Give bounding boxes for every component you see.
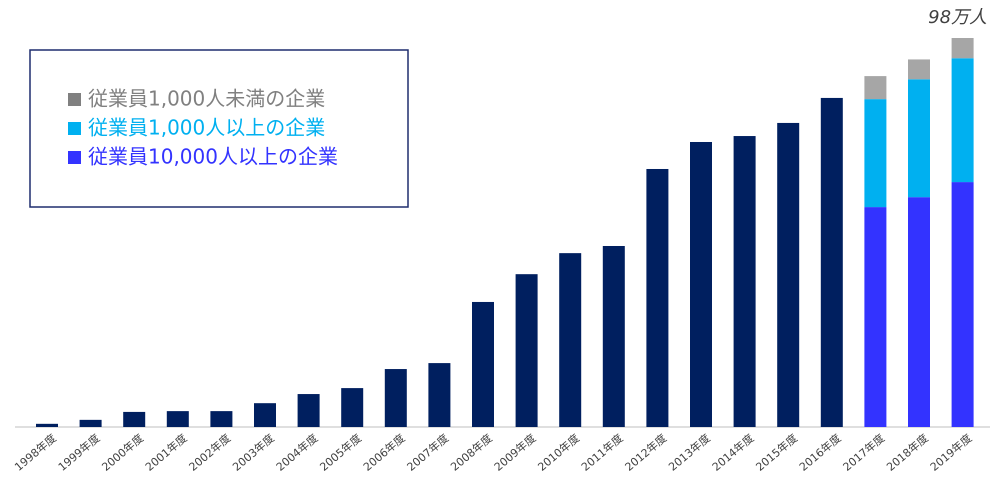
x-tick-label: 2012年度	[622, 431, 669, 474]
bar-segment	[515, 274, 538, 427]
legend-swatch	[68, 122, 81, 135]
bar-segment	[210, 411, 233, 427]
x-tick-label: 2011年度	[578, 431, 625, 474]
x-tick-label: 2007年度	[404, 431, 451, 474]
bar-segment	[602, 245, 625, 427]
bar-segment	[820, 97, 843, 428]
bar-segment	[690, 141, 712, 427]
bar-segment	[36, 423, 58, 427]
legend-box	[29, 49, 409, 208]
legend-label: 従業員1,000人以上の企業	[88, 116, 325, 140]
bar-segment	[297, 394, 320, 427]
x-tick-label: 2006年度	[360, 431, 407, 474]
x-tick-label: 2008年度	[448, 431, 495, 474]
x-tick-label: 2013年度	[666, 431, 713, 474]
bar-segment	[254, 403, 276, 427]
legend-label: 従業員10,000人以上の企業	[88, 145, 338, 169]
legend-label: 従業員1,000人未満の企業	[88, 87, 325, 111]
bar-segment	[951, 182, 974, 427]
bar-segment	[646, 168, 669, 427]
bar-segment	[123, 411, 146, 427]
x-tick-label: 2010年度	[535, 431, 582, 474]
bar-segment	[428, 363, 451, 427]
bar-segment	[384, 369, 407, 427]
legend-swatch	[68, 151, 81, 164]
x-tick-label: 2014年度	[709, 431, 756, 474]
bar-segment	[864, 99, 887, 208]
bar-segment	[864, 76, 887, 100]
bar-segment	[341, 388, 364, 427]
bar-segment	[777, 122, 800, 428]
x-tick-label: 2016年度	[796, 431, 843, 474]
total-label: 98万人	[928, 7, 987, 28]
x-tick-label: 2019年度	[927, 431, 974, 474]
bar-segment	[472, 301, 494, 427]
bar-segment	[733, 136, 756, 427]
x-tick-label: 2018年度	[884, 431, 931, 474]
x-tick-label: 1999年度	[55, 431, 102, 474]
bar-segment	[79, 419, 102, 427]
bar-segment	[908, 59, 930, 80]
x-tick-label: 2015年度	[753, 431, 800, 474]
legend-swatch	[68, 93, 81, 106]
bar-segment	[908, 79, 930, 198]
x-tick-label: 1998年度	[12, 431, 59, 474]
x-tick-label: 2001年度	[142, 431, 189, 474]
bar-segment	[166, 411, 189, 427]
bar-segment	[951, 58, 974, 183]
bar-segment	[951, 38, 974, 59]
bar-segment	[864, 207, 887, 427]
bar-segment	[559, 253, 582, 427]
x-tick-label: 2017年度	[840, 431, 887, 474]
bar-segment	[908, 197, 930, 427]
x-tick-label: 2002年度	[186, 431, 233, 474]
x-tick-label: 2003年度	[230, 431, 277, 474]
x-tick-label: 2004年度	[273, 431, 320, 474]
x-tick-label: 2005年度	[317, 431, 364, 474]
x-tick-label: 2009年度	[491, 431, 538, 474]
x-tick-label: 2000年度	[99, 431, 146, 474]
